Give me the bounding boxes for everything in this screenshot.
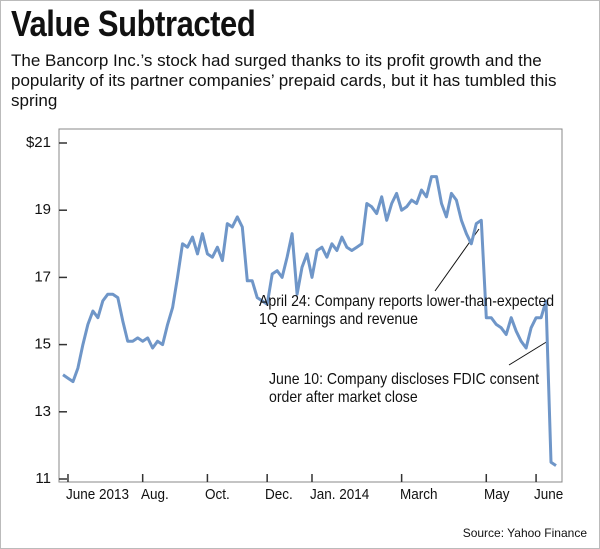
y-tick-label: 11 bbox=[35, 470, 51, 487]
price-line bbox=[62, 175, 557, 467]
x-tick-label: Jan. 2014 bbox=[309, 486, 370, 503]
plot-frame bbox=[58, 128, 563, 483]
y-tick-label: 19 bbox=[34, 201, 51, 218]
leader-line bbox=[508, 340, 549, 366]
x-tick-label: Aug. bbox=[140, 486, 169, 503]
annotation: April 24: Company reports lower-than-exp… bbox=[259, 293, 555, 328]
source: Source: Yahoo Finance bbox=[462, 526, 587, 540]
y-tick-label: 13 bbox=[34, 403, 51, 420]
annotation: June 10: Company discloses FDIC consent … bbox=[269, 371, 539, 406]
x-tick-label: May bbox=[484, 486, 510, 503]
x-tick-label: Oct. bbox=[205, 486, 231, 503]
x-tick-label: Dec. bbox=[265, 486, 293, 503]
x-tick-label: June bbox=[534, 486, 564, 503]
x-tick-label: June 2013 bbox=[65, 486, 130, 503]
x-tick-label: March bbox=[399, 486, 438, 503]
subtitle: The Bancorp Inc.’s stock had surged than… bbox=[11, 51, 557, 110]
y-tick-label: 15 bbox=[34, 336, 51, 353]
y-tick-label: $21 bbox=[26, 134, 51, 151]
title: Value Subtracted bbox=[11, 3, 256, 44]
y-tick-label: 17 bbox=[34, 268, 51, 285]
